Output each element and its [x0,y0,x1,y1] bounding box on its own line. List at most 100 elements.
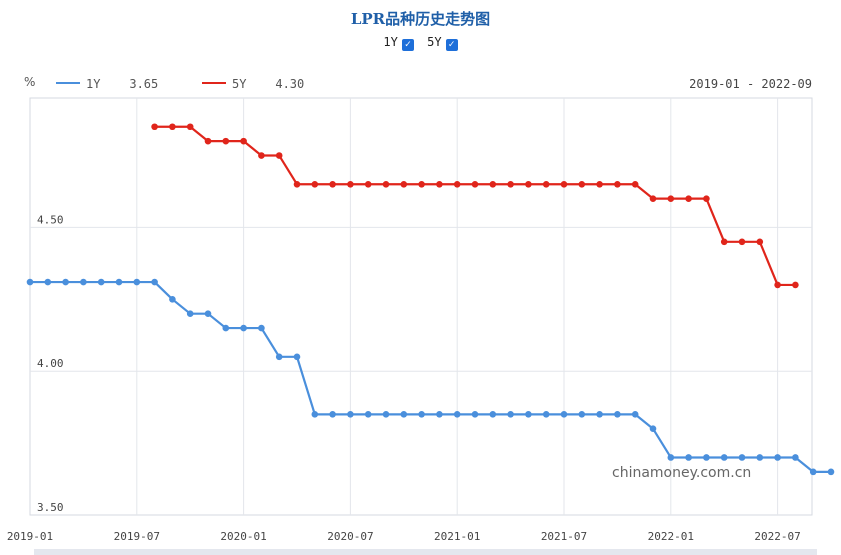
data-point-1y [115,278,123,286]
data-point-1y [809,468,817,476]
toggle-5y-label: 5Y [427,35,442,49]
data-point-1y [614,411,621,418]
legend-value-1y: 3.65 [129,77,159,91]
data-point-5y [720,238,728,246]
x-tick-label: 2021-07 [541,530,587,543]
x-tick-label: 2022-01 [648,530,694,543]
data-point-5y [400,180,408,188]
x-tick-label: 2019-01 [7,530,53,543]
data-point-1y [186,310,194,317]
data-point-5y [329,180,336,188]
data-point-5y [275,152,283,159]
data-point-1y [489,411,497,418]
data-point-1y [738,454,746,461]
data-point-1y [649,425,657,433]
data-point-5y [151,123,158,131]
data-point-1y [44,278,52,286]
series-toggles: 1Y ✓ 5Y ✓ [0,35,841,51]
data-point-1y [133,278,141,286]
data-point-5y [240,137,247,145]
data-point-5y [703,195,710,202]
data-point-1y [756,454,764,461]
legend-name-1y: 1Y [86,77,101,91]
data-point-5y [667,195,675,202]
data-point-1y [631,411,639,418]
toggle-1y[interactable]: 1Y ✓ [383,35,414,51]
data-point-1y [80,278,87,286]
data-point-5y [507,180,514,188]
data-point-5y [204,137,212,145]
data-point-5y [631,180,639,188]
data-point-1y [26,278,34,286]
legend-item-1y[interactable]: 1Y 3.65 [56,77,158,91]
legend-value-5y: 4.30 [275,77,305,91]
data-point-5y [418,180,425,188]
data-point-1y [525,411,532,418]
data-point-1y [204,310,212,317]
checkbox-checked-icon[interactable]: ✓ [401,39,414,51]
data-point-5y [685,195,692,202]
legend-swatch-5y [202,82,226,84]
data-point-5y [258,152,265,159]
data-point-5y [614,180,621,188]
data-point-1y [667,454,675,461]
data-point-5y [792,281,799,289]
data-point-1y [97,278,105,286]
data-point-1y [151,278,158,286]
data-point-5y [560,180,568,188]
legend-swatch-1y [56,82,80,84]
data-point-1y [62,278,69,286]
data-point-1y [222,324,230,332]
data-point-1y [720,454,728,461]
y-unit-label: % [24,75,36,89]
data-point-1y [329,411,336,418]
data-point-5y [436,180,443,188]
data-point-1y [471,411,479,418]
data-point-1y [169,296,176,303]
data-point-5y [186,123,194,131]
data-point-5y [578,180,586,188]
data-point-1y [293,353,301,361]
series-line-1y [30,280,831,473]
data-point-1y [453,411,461,418]
data-point-1y [311,411,319,418]
chart-title: LPR品种历史走势图 [350,10,491,28]
legend-item-5y[interactable]: 5Y 4.30 [202,77,304,91]
data-point-1y [436,411,443,418]
data-point-1y [685,454,692,461]
data-point-1y [703,454,710,461]
checkbox-checked-icon[interactable]: ✓ [445,39,458,51]
data-point-5y [774,281,781,289]
date-range: 2019-01 - 2022-09 [689,77,812,91]
toggle-1y-label: 1Y [383,35,398,49]
series-line-5y [154,125,796,287]
legend-name-5y: 5Y [232,77,247,91]
data-point-5y [364,180,372,188]
data-point-5y [596,180,603,188]
data-point-1y [774,454,781,461]
x-tick-label: 2020-01 [220,530,266,543]
data-point-1y [382,411,390,418]
data-point-1y [507,411,514,418]
plot-frame [29,97,813,516]
data-point-1y [560,411,568,418]
data-point-5y [525,180,532,188]
toggle-5y[interactable]: 5Y ✓ [427,35,458,51]
y-tick-label: 4.50 [37,213,64,226]
scrollbar-track[interactable] [34,549,817,555]
data-point-5y [453,180,461,188]
data-point-1y [364,411,372,418]
data-point-5y [542,180,550,188]
data-point-1y [347,411,354,418]
data-point-5y [471,180,479,188]
y-tick-label: 3.50 [37,501,64,514]
x-tick-label: 2021-01 [434,530,480,543]
data-point-1y [792,454,799,461]
x-tick-label: 2022-07 [754,530,800,543]
data-point-5y [489,180,497,188]
x-tick-label: 2020-07 [327,530,373,543]
data-point-1y [418,411,425,418]
data-point-1y [542,411,550,418]
data-point-5y [169,123,176,131]
